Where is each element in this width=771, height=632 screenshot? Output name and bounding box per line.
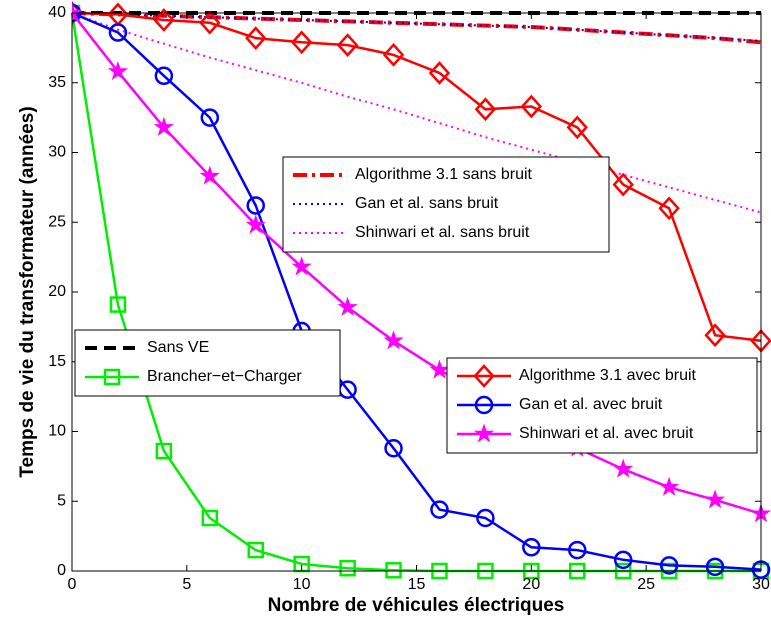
series-line	[71, 12, 762, 515]
marker	[108, 23, 128, 42]
series-line	[71, 11, 762, 571]
marker	[430, 500, 449, 519]
marker	[704, 489, 726, 509]
marker	[704, 323, 726, 348]
marker	[658, 196, 680, 221]
y-tick-label: 35	[48, 74, 66, 91]
legend-label: Algorithme 3.1 sans bruit	[355, 166, 533, 183]
marker	[428, 61, 451, 85]
marker	[107, 61, 129, 81]
y-tick-label: 40	[48, 4, 66, 21]
marker	[613, 458, 634, 478]
legend: Algorithme 3.1 avec bruit Gan et al. avec…	[446, 357, 758, 454]
x-axis-label: Nombre de véhicules électriques	[268, 595, 565, 616]
x-tick-label: 10	[293, 576, 311, 593]
marker	[659, 556, 679, 575]
marker	[612, 172, 634, 197]
marker	[339, 559, 356, 577]
marker	[568, 540, 587, 560]
marker	[382, 42, 405, 67]
marker	[199, 10, 221, 35]
y-tick-label: 0	[57, 562, 66, 579]
marker	[337, 296, 358, 316]
y-tick-label: 25	[48, 213, 66, 230]
legend-label: Shinwari et al. avec bruit	[519, 425, 694, 442]
y-tick-label: 15	[48, 353, 66, 370]
marker	[474, 395, 494, 415]
marker	[153, 8, 175, 32]
y-tick-label: 10	[48, 423, 66, 440]
marker	[522, 538, 541, 557]
marker	[245, 214, 266, 234]
marker	[385, 562, 402, 579]
marker	[290, 30, 313, 55]
marker	[245, 26, 267, 50]
marker	[291, 256, 312, 276]
legend-box	[282, 156, 610, 253]
series-line	[71, 11, 762, 343]
marker	[473, 423, 495, 443]
marker	[476, 508, 495, 528]
y-tick-label: 20	[48, 283, 66, 300]
y-tick-label: 5	[57, 492, 66, 509]
marker	[566, 115, 588, 140]
x-tick-label: 0	[68, 576, 77, 593]
marker	[247, 541, 264, 559]
legend-label: Gan et al. sans bruit	[355, 195, 499, 212]
marker	[72, 2, 83, 22]
legend-label: Algorithme 3.1 avec bruit	[519, 367, 697, 384]
y-tick-label: 30	[48, 144, 66, 161]
legend: Algorithme 3.1 sans bruit Gan et al. sans…	[282, 156, 610, 253]
legend: Sans VE Brancher−et−Charger	[74, 329, 341, 397]
plot-frame	[71, 12, 762, 572]
series-line	[70, 12, 761, 573]
x-tick-label: 15	[408, 576, 426, 593]
marker	[155, 442, 173, 460]
marker	[383, 330, 404, 350]
marker	[109, 296, 127, 313]
marker	[200, 108, 220, 127]
x-tick-label: 5	[182, 576, 191, 593]
marker	[246, 196, 265, 215]
series-line	[71, 12, 762, 214]
y-axis-label: Temps de vie du transformateur (années)	[17, 106, 38, 477]
legend-label: Gan et al. avec bruit	[519, 396, 663, 413]
marker	[384, 438, 403, 458]
marker	[201, 509, 219, 527]
x-tick-label: 30	[752, 576, 770, 593]
legend-label: Shinwari et al. sans bruit	[355, 224, 530, 241]
marker	[199, 165, 220, 185]
marker	[659, 476, 680, 496]
legend-label: Sans VE	[147, 339, 209, 356]
marker	[336, 33, 359, 57]
marker	[474, 97, 497, 122]
x-tick-label: 25	[637, 576, 655, 593]
marker	[153, 116, 174, 136]
x-tick-label: 20	[522, 576, 540, 593]
marker	[429, 359, 450, 379]
marker	[705, 557, 725, 577]
marker	[154, 66, 174, 86]
plot-area	[70, 1, 771, 580]
marker	[103, 368, 121, 386]
legend-label: Brancher−et−Charger	[147, 368, 302, 385]
marker	[473, 364, 495, 388]
marker	[520, 94, 543, 119]
marker	[613, 550, 633, 570]
